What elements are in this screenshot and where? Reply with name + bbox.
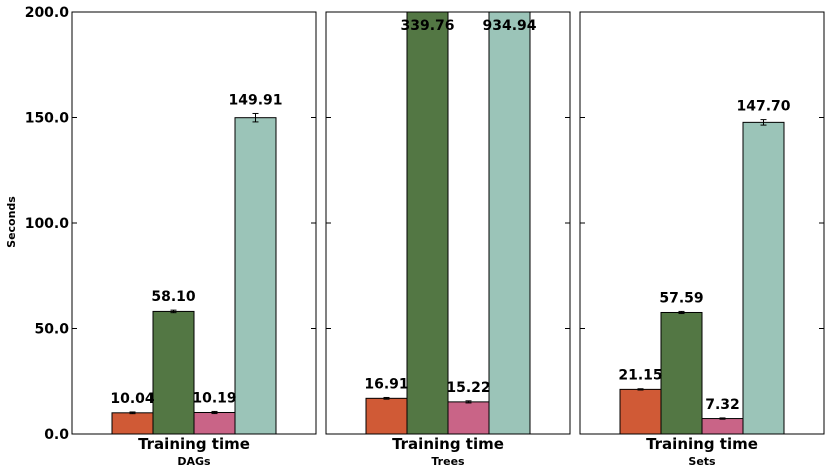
panel-2: 16.91 339.76 15.22 934.94 Training time Trees — [325, 11, 571, 468]
data-label: 57.59 — [659, 290, 703, 306]
data-label: 147.70 — [736, 99, 790, 115]
bar — [619, 388, 662, 435]
data-label: 7.32 — [705, 397, 740, 413]
data-label: 58.10 — [151, 289, 196, 305]
data-label: 21.15 — [618, 368, 662, 384]
y-tick-label: 50.0 — [34, 322, 69, 338]
y-tick-label: 200.0 — [25, 5, 70, 21]
bar — [742, 121, 785, 435]
data-label: 16.91 — [364, 376, 408, 392]
panel-subtitle: Sets — [688, 455, 716, 468]
x-tick-label: Training time — [392, 435, 504, 453]
panel-subtitle: DAGs — [177, 455, 211, 468]
bar — [152, 310, 195, 435]
panel-1: 10.04 58.10 10.19 149.91 Training time DAGs — [71, 11, 317, 468]
data-label: 934.94 — [482, 18, 536, 34]
chart-panels: 10.04 58.10 10.19 149.91 Training time DAGs 16… — [25, 5, 825, 468]
bar — [488, 11, 531, 435]
x-tick-label: Training time — [646, 435, 758, 453]
bar — [447, 401, 490, 435]
bar — [365, 397, 408, 435]
bar — [660, 311, 703, 435]
data-label: 149.91 — [228, 92, 282, 108]
data-label: 10.04 — [110, 391, 155, 407]
y-tick-label: 100.0 — [25, 216, 70, 232]
y-tick-label: 150.0 — [25, 111, 70, 127]
data-label: 15.22 — [446, 380, 490, 396]
bar — [111, 412, 154, 435]
data-label: 339.76 — [400, 18, 454, 34]
bar — [193, 411, 236, 435]
y-tick-label: 0.0 — [44, 427, 69, 443]
bar — [701, 418, 744, 435]
panel-subtitle: Trees — [431, 455, 465, 468]
bar — [234, 117, 277, 435]
data-label: 10.19 — [192, 390, 236, 406]
panel-3: 21.15 57.59 7.32 147.70 Training time Sets — [579, 11, 825, 468]
x-tick-label: Training time — [138, 435, 250, 453]
y-axis-label: Seconds — [5, 196, 18, 248]
bar — [406, 11, 449, 435]
